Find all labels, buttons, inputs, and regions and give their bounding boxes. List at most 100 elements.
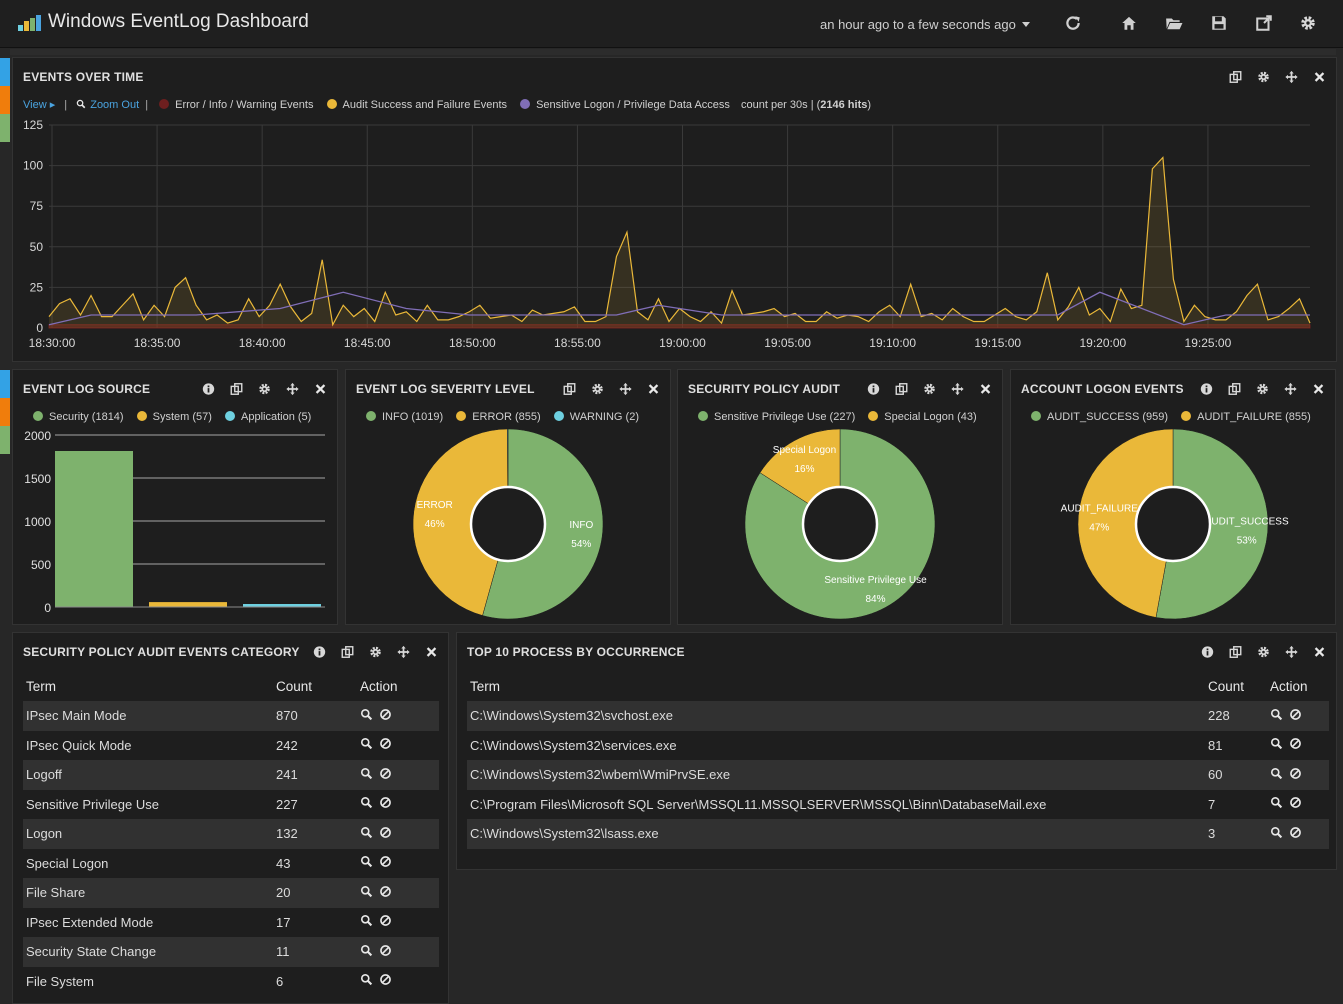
legend-item-audit-failure[interactable]: AUDIT_FAILURE (855) <box>1181 411 1311 423</box>
info-icon[interactable] <box>865 382 882 396</box>
save-icon[interactable] <box>1210 14 1228 32</box>
legend-item-warning[interactable]: WARNING (2) <box>553 411 639 423</box>
duplicate-icon[interactable] <box>339 645 356 659</box>
home-icon[interactable] <box>1120 14 1138 32</box>
search-icon[interactable] <box>360 737 373 750</box>
move-icon[interactable] <box>395 645 412 659</box>
search-icon[interactable] <box>1270 796 1283 809</box>
ban-icon[interactable] <box>379 914 392 927</box>
move-icon[interactable] <box>284 382 301 396</box>
event-log-source-chart[interactable]: 0 500 1000 1500 2000 <box>13 425 337 615</box>
gear-icon[interactable] <box>256 382 273 396</box>
row-marker-blue[interactable] <box>0 58 10 86</box>
security-audit-donut-chart[interactable]: Sensitive Privilege Use 84% Special Logon 1… <box>678 424 1002 624</box>
gear-icon[interactable] <box>589 382 606 396</box>
legend-item-error[interactable]: ERROR (855) <box>456 411 541 423</box>
search-icon[interactable] <box>360 885 373 898</box>
duplicate-icon[interactable] <box>1226 382 1243 396</box>
column-count[interactable]: Count <box>276 678 313 694</box>
close-icon[interactable] <box>1311 70 1328 84</box>
search-icon[interactable] <box>360 767 373 780</box>
info-icon[interactable] <box>1198 382 1215 396</box>
column-term[interactable]: Term <box>26 678 56 694</box>
ban-icon[interactable] <box>1289 708 1302 721</box>
search-icon[interactable] <box>360 973 373 986</box>
severity-donut-chart[interactable]: INFO 54% ERROR 46% <box>346 424 670 624</box>
events-over-time-chart[interactable]: 0 25 50 75 100 125 18:30:00 18:35:00 18:40:00 18:… <box>13 118 1336 358</box>
ban-icon[interactable] <box>379 796 392 809</box>
view-menu[interactable]: View ▸ <box>23 99 56 111</box>
ban-icon[interactable] <box>379 944 392 957</box>
ban-icon[interactable] <box>379 767 392 780</box>
ban-icon[interactable] <box>379 885 392 898</box>
move-icon[interactable] <box>617 382 634 396</box>
legend-item-security[interactable]: Security (1814) <box>33 411 124 423</box>
settings-icon[interactable] <box>1299 14 1317 32</box>
duplicate-icon[interactable] <box>228 382 245 396</box>
time-range-picker[interactable]: an hour ago to a few seconds ago <box>820 17 1030 32</box>
gear-icon[interactable] <box>1255 645 1272 659</box>
move-icon[interactable] <box>1283 645 1300 659</box>
info-icon[interactable] <box>1199 645 1216 659</box>
info-icon[interactable] <box>311 645 328 659</box>
search-icon[interactable] <box>360 708 373 721</box>
legend-item-special-logon[interactable]: Special Logon (43) <box>868 411 977 423</box>
ban-icon[interactable] <box>379 708 392 721</box>
duplicate-icon[interactable] <box>893 382 910 396</box>
legend-item-sensitive-privilege[interactable]: Sensitive Privilege Use (227) <box>698 411 855 423</box>
gear-icon[interactable] <box>367 645 384 659</box>
ban-icon[interactable] <box>1289 796 1302 809</box>
ban-icon[interactable] <box>379 973 392 986</box>
zoom-out-button[interactable]: Zoom Out <box>76 99 139 111</box>
gear-icon[interactable] <box>1254 382 1271 396</box>
search-icon[interactable] <box>360 855 373 868</box>
dashboard-title[interactable]: Windows EventLog Dashboard <box>48 11 309 32</box>
folder-open-icon[interactable] <box>1165 14 1183 32</box>
search-icon[interactable] <box>360 944 373 957</box>
legend-item-error-info[interactable]: Error / Info / Warning Events <box>159 99 313 111</box>
ban-icon[interactable] <box>379 855 392 868</box>
ban-icon[interactable] <box>1289 737 1302 750</box>
close-icon[interactable] <box>1310 382 1327 396</box>
legend-item-application[interactable]: Application (5) <box>225 411 311 423</box>
duplicate-icon[interactable] <box>1227 645 1244 659</box>
duplicate-icon[interactable] <box>1227 70 1244 84</box>
ban-icon[interactable] <box>379 737 392 750</box>
info-icon[interactable] <box>200 382 217 396</box>
legend-item-sensitive[interactable]: Sensitive Logon / Privilege Data Access <box>520 99 730 111</box>
close-icon[interactable] <box>1311 645 1328 659</box>
search-icon[interactable] <box>360 796 373 809</box>
ban-icon[interactable] <box>1289 826 1302 839</box>
close-icon[interactable] <box>312 382 329 396</box>
move-icon[interactable] <box>1283 70 1300 84</box>
legend-item-audit[interactable]: Audit Success and Failure Events <box>326 99 507 111</box>
share-icon[interactable] <box>1255 14 1273 32</box>
search-icon[interactable] <box>360 914 373 927</box>
account-logon-donut-chart[interactable]: AUDIT_SUCCESS 53% AUDIT_FAILURE 47% <box>1011 424 1335 624</box>
legend-item-info[interactable]: INFO (1019) <box>366 411 443 423</box>
search-icon[interactable] <box>1270 708 1283 721</box>
search-icon[interactable] <box>1270 767 1283 780</box>
search-icon[interactable] <box>1270 737 1283 750</box>
row-marker-orange[interactable] <box>0 86 10 114</box>
row-marker-blue-2[interactable] <box>0 370 10 398</box>
legend-item-system[interactable]: System (57) <box>136 411 212 423</box>
gear-icon[interactable] <box>1255 70 1272 84</box>
row-marker-orange-2[interactable] <box>0 398 10 426</box>
duplicate-icon[interactable] <box>561 382 578 396</box>
move-icon[interactable] <box>1282 382 1299 396</box>
close-icon[interactable] <box>977 382 994 396</box>
column-term[interactable]: Term <box>470 678 500 694</box>
refresh-icon[interactable] <box>1064 14 1082 32</box>
row-marker-green-2[interactable] <box>0 426 10 454</box>
row-marker-green[interactable] <box>0 114 10 142</box>
column-count[interactable]: Count <box>1208 678 1245 694</box>
legend-item-audit-success[interactable]: AUDIT_SUCCESS (959) <box>1031 411 1168 423</box>
gear-icon[interactable] <box>921 382 938 396</box>
ban-icon[interactable] <box>379 826 392 839</box>
ban-icon[interactable] <box>1289 767 1302 780</box>
move-icon[interactable] <box>949 382 966 396</box>
search-icon[interactable] <box>360 826 373 839</box>
close-icon[interactable] <box>645 382 662 396</box>
close-icon[interactable] <box>423 645 440 659</box>
